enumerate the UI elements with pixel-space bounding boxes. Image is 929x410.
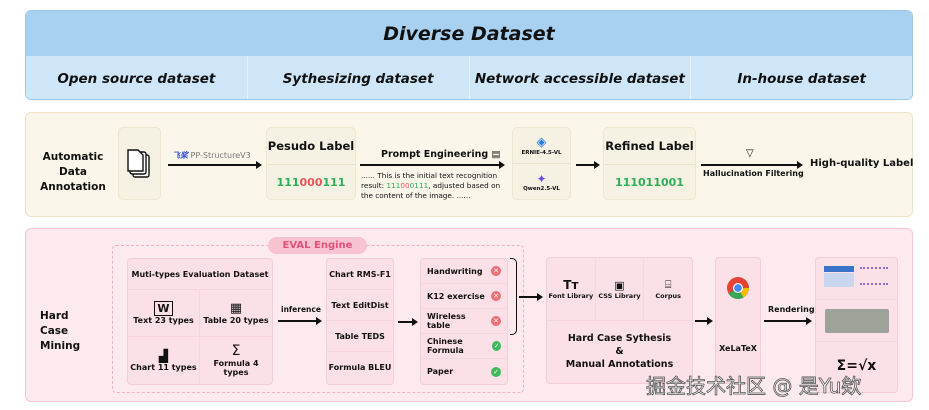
arrow: [576, 161, 600, 169]
prompt-title: Prompt Engineering ▤: [381, 149, 501, 160]
document-box: [118, 127, 161, 200]
chrome-icon: [727, 277, 749, 299]
panel-title: Diverse Dataset: [26, 11, 912, 56]
pseudo-label-card: Pesudo Label 111 000 111: [266, 127, 356, 200]
qwen-icon: ✦: [536, 171, 547, 186]
watermark: 掘金技术社区 @ 是Yu欸: [646, 374, 862, 399]
font-icon: Tт: [563, 278, 579, 292]
rendering-label: Rendering: [768, 305, 815, 314]
fail-icon: ✕: [491, 266, 501, 276]
handwriting-sample: [816, 300, 897, 342]
refined-title: Refined Label: [604, 128, 695, 165]
rendered-samples: Σ=√x: [815, 257, 898, 393]
tool-name: PP-StructureV3: [190, 151, 251, 160]
metrics-list: Chart RMS-F1 Text EditDist Table TEDS Fo…: [326, 258, 394, 385]
source-inhouse: In-house dataset: [737, 70, 866, 87]
synthesis-card: Tт Font Library ▣ CSS Library ⌸ Corpus Hard…: [546, 257, 693, 384]
paddle-logo: 飞桨: [172, 151, 188, 160]
arrow: [278, 317, 322, 325]
pass-icon: ✓: [492, 341, 501, 351]
arrow: [360, 161, 505, 169]
fail-icon: ✕: [491, 316, 501, 326]
model-ernie: ERNIE-4.5-VL: [521, 150, 562, 156]
pseudo-title: Pesudo Label: [267, 128, 355, 165]
refined-label-card: Refined Label 111011001: [603, 127, 696, 200]
arrow: [519, 293, 543, 301]
pass-icon: ✓: [491, 366, 501, 377]
source-open: Open source dataset: [26, 56, 248, 99]
annotation-label: Automatic Data Annotation: [40, 151, 106, 193]
arrow: [695, 317, 713, 325]
css-icon: ▣: [614, 278, 625, 292]
arrow: [398, 318, 418, 326]
fail-icon: ✕: [491, 291, 501, 301]
refined-value: 111011001: [615, 175, 684, 189]
metric-table: Table TEDS: [327, 321, 393, 352]
documents-icon: [126, 148, 150, 178]
brace: [510, 258, 517, 335]
results-list: Handwriting ✕ K12 exercise ✕ Wireless tabl…: [420, 258, 508, 385]
ernie-icon: ◈: [536, 135, 547, 150]
eval-engine-pill: EVAL Engine: [268, 237, 367, 254]
model-qwen: Qwen2.5-VL: [523, 185, 560, 192]
dataset-type-text: W Text 23 types: [128, 290, 200, 337]
table-sample: [816, 258, 897, 300]
dataset-type-table: ▦ Table 20 types: [200, 290, 272, 337]
diverse-dataset-panel: Diverse Dataset Open source dataset Syth…: [25, 10, 913, 100]
pseudo-value: 111 000 111: [276, 175, 346, 189]
metric-formula: Formula BLEU: [328, 363, 392, 372]
arrow: [168, 161, 262, 169]
source-synth: Sythesizing dataset: [248, 56, 470, 99]
arrow: [701, 161, 803, 169]
bar-chart-icon: ▟: [158, 348, 169, 363]
mining-label: Hard Case Mining: [40, 310, 81, 352]
filter-label: Hallucination Filtering: [703, 169, 804, 178]
output-label: High-quality Label: [810, 158, 914, 169]
source-network: Network accessible dataset: [470, 56, 692, 99]
filter-icon: ▽: [746, 148, 754, 159]
metric-text: Text EditDist: [327, 290, 393, 321]
dataset-sources: Open source dataset Sythesizing dataset …: [26, 56, 912, 99]
inference-label: inference: [281, 305, 321, 314]
sigma-icon: Σ: [231, 343, 241, 359]
models-card: ◈ ERNIE-4.5-VL ✦ Qwen2.5-VL: [512, 127, 571, 200]
metric-chart: Chart RMS-F1: [327, 259, 393, 290]
tool-label: 飞桨 PP-StructureV3: [172, 150, 251, 161]
dataset-type-formula: Σ Formula 4 types: [213, 343, 259, 377]
corpus-icon: ⌸: [664, 278, 672, 291]
arrow: [764, 317, 812, 325]
document-icon: ▤: [491, 149, 501, 160]
word-icon: W: [154, 301, 173, 316]
table-icon: ▦: [229, 301, 243, 316]
formula-sample: Σ=√x: [836, 358, 877, 374]
dataset-grid: Muti-types Evaluation Dataset W Text 23 t…: [127, 258, 273, 385]
xelatex-card: XeLaTeX: [715, 257, 761, 384]
dataset-type-chart: ▟ Chart 11 types: [128, 337, 200, 383]
xelatex-label: XeLaTeX: [719, 343, 757, 353]
dataset-title: Muti-types Evaluation Dataset: [128, 259, 272, 290]
prompt-text: ...... This is the initial text recognit…: [361, 171, 501, 200]
